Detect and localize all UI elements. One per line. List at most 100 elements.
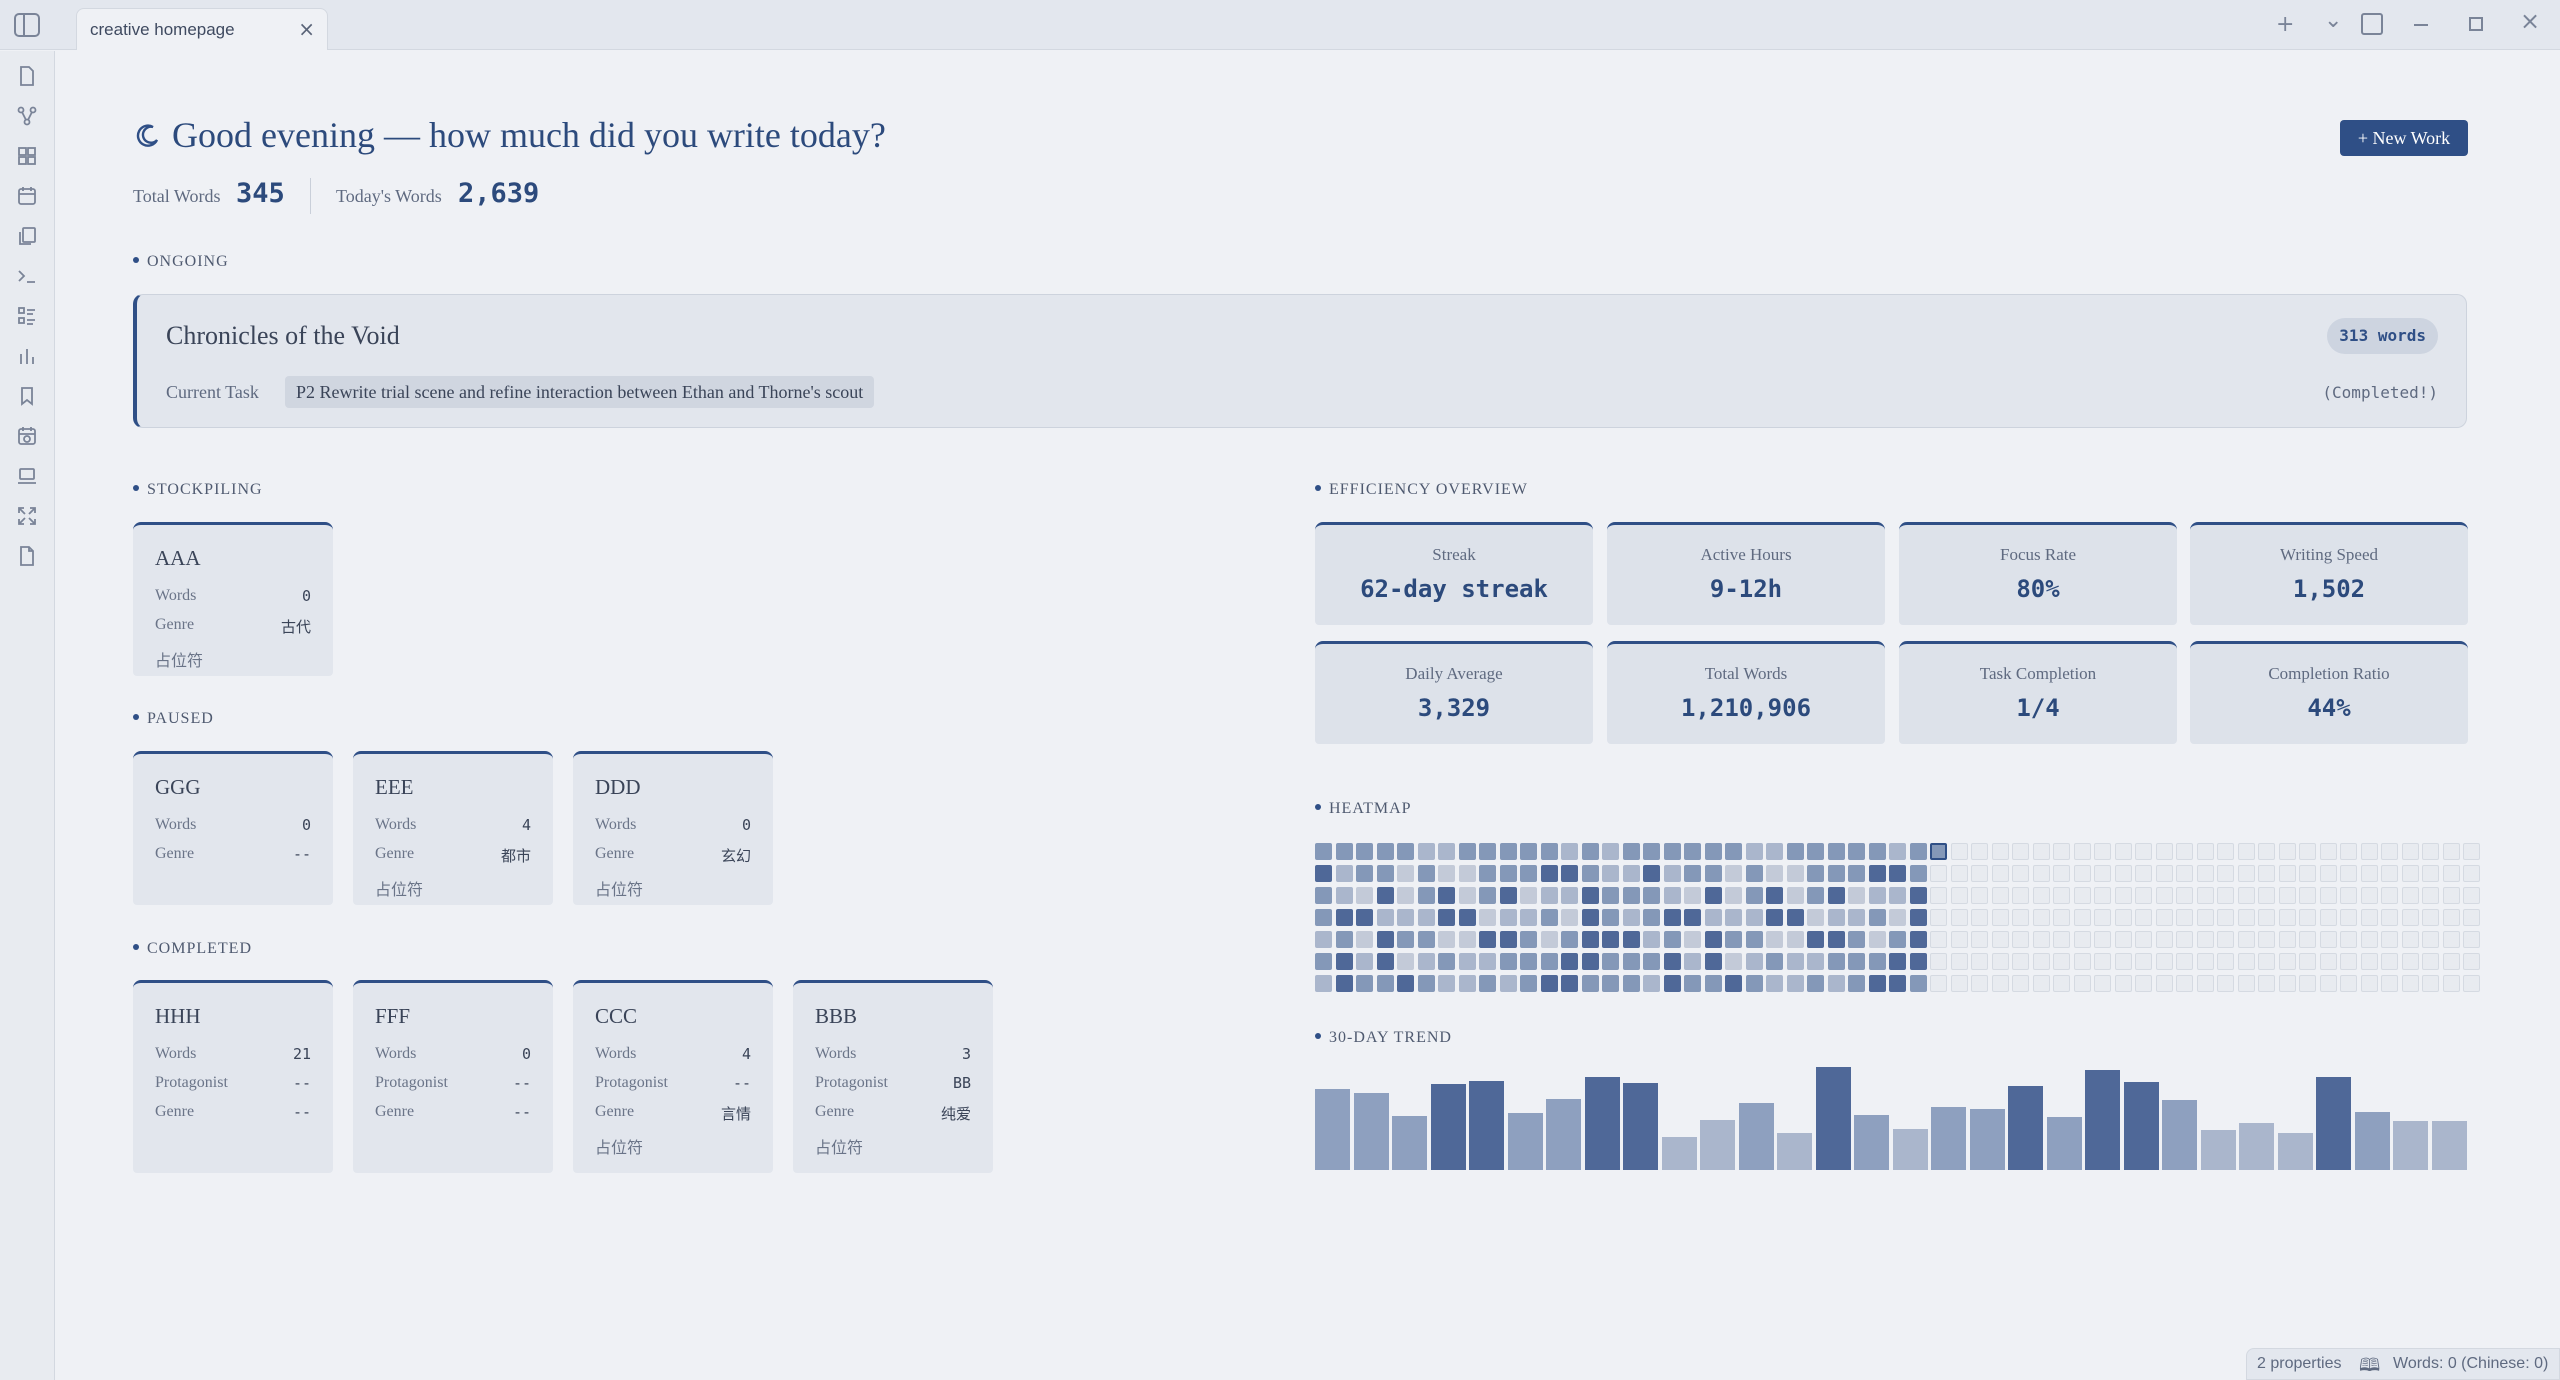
work-card-eee[interactable]: EEE Words 4 Genre 都市 占位符 (353, 751, 553, 905)
minimize-icon[interactable] (2414, 24, 2428, 26)
heatmap-cell (1930, 975, 1947, 992)
work-card-ggg[interactable]: GGG Words 0 Genre -- (133, 751, 333, 905)
heatmap-cell (2197, 931, 2214, 948)
heatmap-cell (2033, 887, 2050, 904)
heatmap-cell (1438, 953, 1455, 970)
heatmap-cell (1869, 865, 1886, 882)
split-view-icon[interactable] (2361, 13, 2383, 35)
new-tab-icon[interactable]: + (2276, 12, 2295, 37)
heatmap-cell (2176, 953, 2193, 970)
file-icon[interactable] (16, 65, 38, 87)
heatmap-cell (2176, 931, 2193, 948)
expand-icon[interactable] (16, 505, 38, 527)
heatmap-cell (1725, 909, 1742, 926)
work-card-bbb[interactable]: BBB Words 3 Protagonist BB Genre 纯爱 占位符 (793, 980, 993, 1173)
work-card-ccc[interactable]: CCC Words 4 Protagonist -- Genre 言情 占位符 (573, 980, 773, 1173)
heatmap-cell (2135, 975, 2152, 992)
heatmap-cell (1336, 975, 1353, 992)
close-icon[interactable]: × (298, 17, 315, 41)
heatmap-cell (2340, 865, 2357, 882)
heatmap-cell (1623, 953, 1640, 970)
heatmap-cell (1910, 975, 1927, 992)
heatmap-cell (1664, 843, 1681, 860)
heatmap-cell (2361, 953, 2378, 970)
heatmap-cell (1643, 865, 1660, 882)
work-card-ddd[interactable]: DDD Words 0 Genre 玄幻 占位符 (573, 751, 773, 905)
heatmap-cell (1520, 865, 1537, 882)
list-icon[interactable] (16, 305, 38, 327)
ongoing-card[interactable]: Chronicles of the Void 313 words Current… (133, 294, 2467, 428)
heatmap-cell (1479, 843, 1496, 860)
document-icon[interactable] (16, 545, 38, 567)
heatmap-cell (1377, 843, 1394, 860)
heatmap-cell (2361, 975, 2378, 992)
new-work-button[interactable]: + New Work (2340, 120, 2468, 156)
chevron-down-icon[interactable]: ⌄ (2324, 8, 2343, 33)
heatmap-cell (2217, 909, 2234, 926)
heatmap-cell (2381, 931, 2398, 948)
sidebar-toggle-icon[interactable] (14, 13, 40, 37)
stat-value: 1,210,906 (1680, 694, 1812, 722)
heatmap-cell (2422, 931, 2439, 948)
heatmap-cell (2422, 843, 2439, 860)
heatmap-cell (1684, 975, 1701, 992)
heatmap-cell (1869, 887, 1886, 904)
heatmap-cell (2135, 909, 2152, 926)
heatmap-cell (2238, 931, 2255, 948)
heatmap-cell (2135, 953, 2152, 970)
trend-bar (2124, 1082, 2159, 1170)
heatmap-cell (2463, 953, 2480, 970)
heatmap-cell (2156, 887, 2173, 904)
ongoing-word-count-badge: 313 words (2327, 318, 2438, 354)
heatmap-cell (1356, 953, 1373, 970)
heatmap-cell (1664, 865, 1681, 882)
work-card-hhh[interactable]: HHH Words 21 Protagonist -- Genre -- (133, 980, 333, 1173)
heatmap-cell (1520, 887, 1537, 904)
protagonist-value: BB (952, 1074, 971, 1092)
trend-bar (1315, 1089, 1350, 1170)
heatmap-cell (2361, 909, 2378, 926)
grid-icon[interactable] (16, 145, 38, 167)
terminal-icon[interactable] (16, 265, 38, 287)
heatmap-cell (1582, 843, 1599, 860)
bar-chart-icon[interactable] (16, 345, 38, 367)
restore-icon[interactable] (2469, 17, 2483, 31)
task-status: (Completed!) (2322, 383, 2438, 402)
bookmark-icon[interactable] (16, 385, 38, 407)
genre-value: -- (292, 845, 311, 863)
heatmap-cell (1418, 887, 1435, 904)
heatmap-cell (1418, 975, 1435, 992)
laptop-icon[interactable] (16, 465, 38, 487)
calendar-icon[interactable] (16, 185, 38, 207)
trend-bar (1354, 1093, 1389, 1170)
heatmap-cell (1684, 843, 1701, 860)
heatmap-cell (2115, 887, 2132, 904)
protagonist-label: Protagonist (375, 1074, 448, 1091)
heatmap-cell (1418, 909, 1435, 926)
heatmap-cell (2094, 931, 2111, 948)
work-card-aaa[interactable]: AAA Words 0 Genre 古代 占位符 (133, 522, 333, 676)
calendar-clock-icon[interactable] (16, 425, 38, 447)
trend-chart (1315, 1066, 2467, 1170)
properties-count[interactable]: 2 properties (2257, 1355, 2342, 1372)
work-card-fff[interactable]: FFF Words 0 Protagonist -- Genre -- (353, 980, 553, 1173)
tab-creative-homepage[interactable]: creative homepage × (76, 8, 328, 50)
heatmap-cell (2320, 843, 2337, 860)
genre-value: -- (292, 1103, 311, 1121)
heatmap-cell (1520, 909, 1537, 926)
heatmap-cell (2381, 975, 2398, 992)
heatmap-cell (2053, 865, 2070, 882)
close-window-icon[interactable]: × (2520, 7, 2541, 35)
heatmap-cell (2135, 865, 2152, 882)
heatmap-cell (1459, 931, 1476, 948)
book-icon[interactable]: 🕮 (2359, 1355, 2381, 1376)
copy-icon[interactable] (16, 225, 38, 247)
graph-icon[interactable] (16, 105, 38, 127)
heatmap-cell (2033, 931, 2050, 948)
heatmap-cell (2443, 931, 2460, 948)
trend-bar (2316, 1077, 2351, 1170)
heatmap-cell (2258, 931, 2275, 948)
heatmap-cell (1746, 931, 1763, 948)
stat-label: Writing Speed (2280, 545, 2378, 564)
heatmap-cell (2443, 953, 2460, 970)
